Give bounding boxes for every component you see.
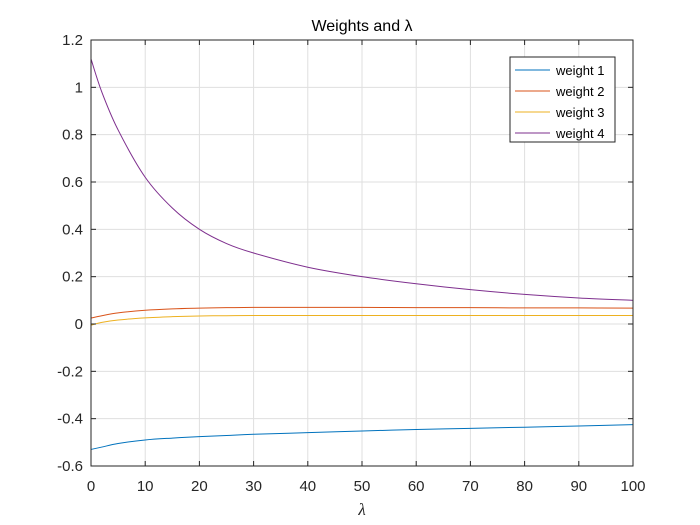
series-lines: [90, 58, 634, 450]
y-tick-label: 1.2: [62, 32, 83, 49]
legend-box: [509, 56, 616, 143]
series-line-weight-1: [90, 424, 634, 450]
tick-marks: [90, 39, 634, 467]
y-tick-labels: -0.6 -0.4 -0.2 0 0.2 0.4 0.6 0.8 1 1.2: [57, 32, 83, 475]
series-line-weight-3: [90, 314, 633, 326]
x-axis-label: λ: [357, 500, 365, 519]
legend-label-weight-1: weight 1: [555, 63, 604, 78]
series-line-weight-2: [90, 306, 634, 319]
x-tick-label: 80: [516, 478, 533, 495]
x-tick-label: 100: [620, 478, 645, 495]
x-tick-label: 10: [137, 478, 154, 495]
chart-title: Weights and λ: [311, 18, 412, 35]
y-tick-label: -0.2: [57, 363, 83, 380]
y-tick-label: 0.6: [62, 174, 83, 191]
y-tick-label: 0.4: [62, 221, 83, 238]
x-tick-label: 20: [191, 478, 208, 495]
y-tick-label: 0: [75, 316, 83, 333]
legend: weight 1 weight 2 weight 3 weight 4: [509, 56, 616, 143]
y-tick-label: -0.4: [57, 411, 83, 428]
x-tick-label: 90: [570, 478, 587, 495]
x-tick-label: 0: [87, 478, 95, 495]
series-line-weight-4: [90, 58, 634, 301]
x-tick-label: 30: [245, 478, 262, 495]
x-tick-label: 60: [408, 478, 425, 495]
y-tick-label: 0.8: [62, 127, 83, 144]
y-tick-label: -0.6: [57, 458, 83, 475]
x-tick-labels: 0 10 20 30 40 50 60 70 80 90 100: [87, 478, 646, 495]
legend-label-weight-3: weight 3: [555, 105, 604, 120]
legend-label-weight-4: weight 4: [555, 126, 604, 141]
legend-label-weight-2: weight 2: [555, 84, 604, 99]
x-tick-label: 40: [299, 478, 316, 495]
x-tick-label: 50: [354, 478, 371, 495]
y-tick-label: 1: [75, 79, 83, 96]
y-tick-label: 0.2: [62, 269, 83, 286]
x-tick-label: 70: [462, 478, 479, 495]
